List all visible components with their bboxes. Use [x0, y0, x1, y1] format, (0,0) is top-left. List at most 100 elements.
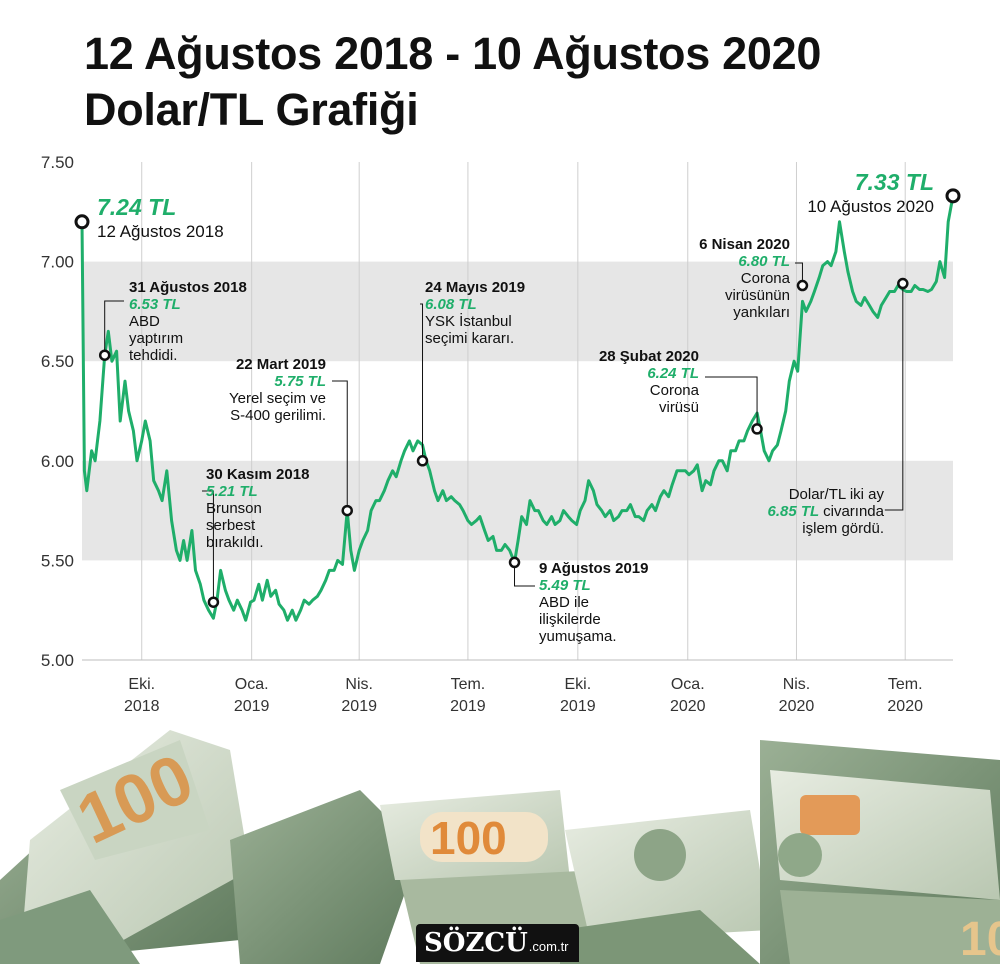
annotation-text: seçimi kararı.	[425, 330, 514, 347]
data-point-marker	[416, 455, 429, 467]
money-photo: 100 100 100	[0, 730, 1000, 964]
endpoint-date: 10 Ağustos 2020	[807, 197, 934, 216]
shaded-bands	[82, 261, 953, 561]
chart-title: 12 Ağustos 2018 - 10 Ağustos 2020 Dolar/…	[84, 26, 984, 138]
y-tick-label: 6.00	[41, 452, 74, 471]
annotation-connector	[202, 490, 214, 599]
annotation-text: ABD	[129, 313, 160, 330]
annotation-value: 6.85 TL	[768, 503, 824, 520]
series-lines	[80, 195, 955, 622]
svg-text:100: 100	[430, 812, 507, 864]
annotation-text: ilişkilerde	[539, 611, 601, 628]
annotation-text: Corona	[650, 382, 700, 399]
x-tick-month: Nis.	[783, 676, 811, 693]
annotation-value-row: 6.85 TL civarında	[768, 503, 885, 520]
x-tick-year: 2019	[341, 698, 377, 715]
annotation-text: işlem gördü.	[802, 520, 884, 537]
annotation-text: tehdidi.	[129, 347, 177, 364]
data-point-marker	[207, 596, 220, 608]
annotation-date: 24 Mayıs 2019	[425, 279, 525, 296]
x-tick-year: 2019	[560, 698, 596, 715]
annotation-connector	[884, 287, 904, 511]
data-point-marker	[796, 279, 809, 292]
x-tick-month: Eki.	[128, 676, 155, 693]
shaded-band	[82, 261, 953, 362]
bills-left: 100	[0, 730, 250, 964]
x-tick-month: Nis.	[345, 676, 373, 693]
annotation-date: 22 Mart 2019	[236, 356, 326, 373]
annotation-date: 30 Kasım 2018	[206, 466, 309, 483]
annotation-connector	[420, 303, 424, 457]
grid-lines	[141, 162, 906, 660]
annotation-text: virüsü	[659, 399, 699, 416]
x-tick-year: 2019	[450, 698, 486, 715]
dollar-tl-chart: 5.00 5.50 6.00 6.50 7.00 7.50 Eki. 2018 Oca. 201…	[41, 153, 961, 715]
annotation-date: 9 Ağustos 2019	[539, 560, 649, 577]
annotation-text: civarında	[823, 503, 885, 520]
annotation-text: serbest	[206, 517, 256, 534]
x-axis: Eki. 2018 Oca. 2019 Nis. 2019 Tem. 2019 Eki. 2019…	[124, 676, 923, 715]
annotation-value: 5.75 TL	[274, 373, 326, 390]
annotation-value: 6.24 TL	[647, 365, 699, 382]
annotation-text: YSK İstanbul	[425, 312, 512, 330]
annotation-connector	[514, 566, 535, 587]
data-point-marker	[945, 188, 961, 204]
y-tick-label: 5.50	[41, 551, 74, 570]
x-tick-month: Oca.	[671, 676, 705, 693]
annotation-text: Dolar/TL iki ay	[789, 486, 885, 503]
logo-main-text: SÖZCÜ	[424, 928, 528, 958]
logo-domain-text: .com.tr	[528, 939, 569, 954]
annotation-text: virüsünün	[725, 287, 790, 304]
annotation-text: Brunson	[206, 500, 262, 517]
y-tick-label: 5.00	[41, 651, 74, 670]
annotation-connector	[705, 376, 758, 425]
annotation-date: 6 Nisan 2020	[699, 236, 790, 253]
bills-middle: 100	[230, 790, 770, 964]
x-tick-year: 2019	[234, 698, 270, 715]
annotation-text: S-400 gerilimi.	[230, 407, 326, 424]
annotation-text: ABD ile	[539, 594, 589, 611]
annotation-value: 5.49 TL	[539, 577, 591, 594]
annotation-value: 5.21 TL	[206, 483, 258, 500]
data-point-marker	[74, 214, 90, 230]
annotation-connector	[104, 300, 124, 352]
annotation-value: 6.53 TL	[129, 296, 181, 313]
annotation-text: Corona	[741, 270, 791, 287]
x-tick-month: Eki.	[565, 676, 592, 693]
y-tick-label: 6.50	[41, 352, 74, 371]
annotation-text: bırakıldı.	[206, 534, 264, 551]
sozcu-logo[interactable]: SÖZCÜ .com.tr	[416, 924, 579, 962]
annotation-value: 6.08 TL	[425, 296, 477, 313]
annotation-date: 28 Şubat 2020	[599, 348, 699, 365]
annotation-text: Yerel seçim ve	[229, 390, 326, 407]
bills-right: 100	[760, 740, 1000, 964]
data-point-marker	[341, 504, 353, 517]
y-axis: 5.00 5.50 6.00 6.50 7.00 7.50	[41, 153, 953, 670]
annotation-value: 6.80 TL	[738, 253, 790, 270]
title-line-1: 12 Ağustos 2018 - 10 Ağustos 2020	[84, 28, 822, 79]
x-tick-year: 2020	[779, 698, 815, 715]
x-tick-year: 2020	[670, 698, 706, 715]
series-line	[80, 195, 955, 622]
endpoint-value: 7.33 TL	[855, 169, 934, 195]
x-tick-month: Tem.	[451, 676, 486, 693]
y-tick-label: 7.50	[41, 153, 74, 172]
title-line-2: Dolar/TL Grafiği	[84, 84, 419, 135]
x-tick-month: Oca.	[235, 676, 269, 693]
data-point-marker	[98, 349, 111, 361]
annotation-date: 31 Ağustos 2018	[129, 279, 247, 296]
annotations: 7.24 TL 12 Ağustos 2018 7.33 TL 10 Ağustos …	[74, 169, 961, 645]
endpoint-date: 12 Ağustos 2018	[97, 222, 224, 241]
data-point-marker	[897, 277, 909, 290]
endpoint-value: 7.24 TL	[97, 194, 176, 220]
annotation-text: yumuşama.	[539, 628, 617, 645]
x-tick-year: 2018	[124, 698, 160, 715]
annotation-connector	[795, 262, 803, 282]
annotation-connector	[332, 380, 348, 507]
x-tick-month: Tem.	[888, 676, 923, 693]
y-tick-label: 7.00	[41, 253, 74, 272]
data-point-marker	[508, 556, 521, 569]
data-point-marker	[751, 423, 763, 435]
x-tick-year: 2020	[887, 698, 923, 715]
annotation-text: yankıları	[733, 304, 790, 321]
